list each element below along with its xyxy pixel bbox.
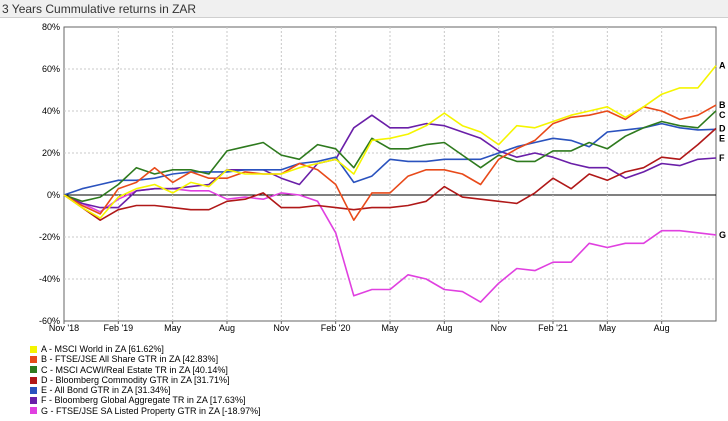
x-tick-label: Aug: [654, 323, 670, 333]
x-tick-label: Aug: [219, 323, 235, 333]
x-tick-label: Feb '19: [103, 323, 133, 333]
grid-layer: [64, 27, 716, 321]
x-tick-label: Nov '18: [49, 323, 79, 333]
y-tick-label: -60%: [39, 316, 60, 326]
y-tick-label: -20%: [39, 232, 60, 242]
chart-title: 3 Years Cummulative returns in ZAR: [0, 0, 728, 18]
x-tick-label: Feb '20: [321, 323, 351, 333]
series-line-e: [63, 122, 717, 196]
series-line-b: [63, 104, 717, 221]
legend-item: B - FTSE/JSE All Share GTR in ZA [42.83%…: [30, 354, 261, 364]
y-tick-label: 60%: [42, 64, 60, 74]
series-end-label-f: F: [719, 153, 725, 163]
x-tick-label: Aug: [436, 323, 452, 333]
series-end-label-b: B: [719, 100, 726, 110]
legend-label: C - MSCI ACWI/Real Estate TR in ZA [40.1…: [41, 364, 228, 375]
legend-label: F - Bloomberg Global Aggregate TR in ZA …: [41, 395, 246, 406]
legend-swatch: [30, 366, 37, 374]
series-end-label-d: D: [719, 123, 726, 133]
legend: A - MSCI World in ZA [61.62%] B - FTSE/JS…: [30, 344, 261, 416]
x-tick-label: May: [164, 323, 182, 333]
legend-label: G - FTSE/JSE SA Listed Property GTR in Z…: [41, 405, 261, 416]
x-tick-label: Nov: [273, 323, 290, 333]
legend-swatch: [30, 407, 37, 415]
x-tick-label: Feb '21: [538, 323, 568, 333]
legend-label: E - All Bond GTR in ZA [31.34%]: [41, 385, 171, 396]
y-tick-label: 40%: [42, 106, 60, 116]
legend-item: E - All Bond GTR in ZA [31.34%]: [30, 385, 261, 395]
axis-layer: 80% 60% 40% 20% 0% -20% -40% -60%Nov '18 Feb '19…: [39, 22, 670, 333]
x-tick-label: May: [381, 323, 399, 333]
legend-swatch: [30, 355, 37, 363]
legend-item: F - Bloomberg Global Aggregate TR in ZA …: [30, 395, 261, 405]
legend-label: B - FTSE/JSE All Share GTR in ZA [42.83%…: [41, 354, 219, 365]
series-end-label-c: C: [719, 110, 726, 120]
legend-swatch: [30, 376, 37, 384]
legend-swatch: [30, 345, 37, 353]
legend-item: A - MSCI World in ZA [61.62%]: [30, 344, 261, 354]
legend-swatch: [30, 386, 37, 394]
series-line-c: [63, 110, 717, 203]
series-layer: [63, 65, 717, 303]
legend-label: A - MSCI World in ZA [61.62%]: [41, 344, 164, 354]
legend-swatch: [30, 397, 37, 405]
line-chart: 80% 60% 40% 20% 0% -20% -40% -60%Nov '18 Feb '19…: [39, 22, 726, 333]
y-tick-label: 0%: [47, 190, 60, 200]
series-line-d: [63, 127, 717, 221]
series-end-label-a: A: [719, 61, 726, 71]
y-tick-label: 20%: [42, 148, 60, 158]
y-tick-label: 80%: [42, 22, 60, 32]
legend-item: D - Bloomberg Commodity GTR in ZA [31.71…: [30, 375, 261, 385]
legend-item: G - FTSE/JSE SA Listed Property GTR in Z…: [30, 406, 261, 416]
series-line-f: [63, 114, 717, 209]
legend-label: D - Bloomberg Commodity GTR in ZA [31.71…: [41, 374, 230, 385]
x-tick-label: May: [599, 323, 617, 333]
x-tick-label: Nov: [491, 323, 508, 333]
y-tick-label: -40%: [39, 274, 60, 284]
legend-item: C - MSCI ACWI/Real Estate TR in ZA [40.1…: [30, 365, 261, 375]
series-end-label-e: E: [719, 133, 725, 143]
series-end-label-g: G: [719, 230, 726, 240]
series-line-a: [63, 65, 717, 219]
